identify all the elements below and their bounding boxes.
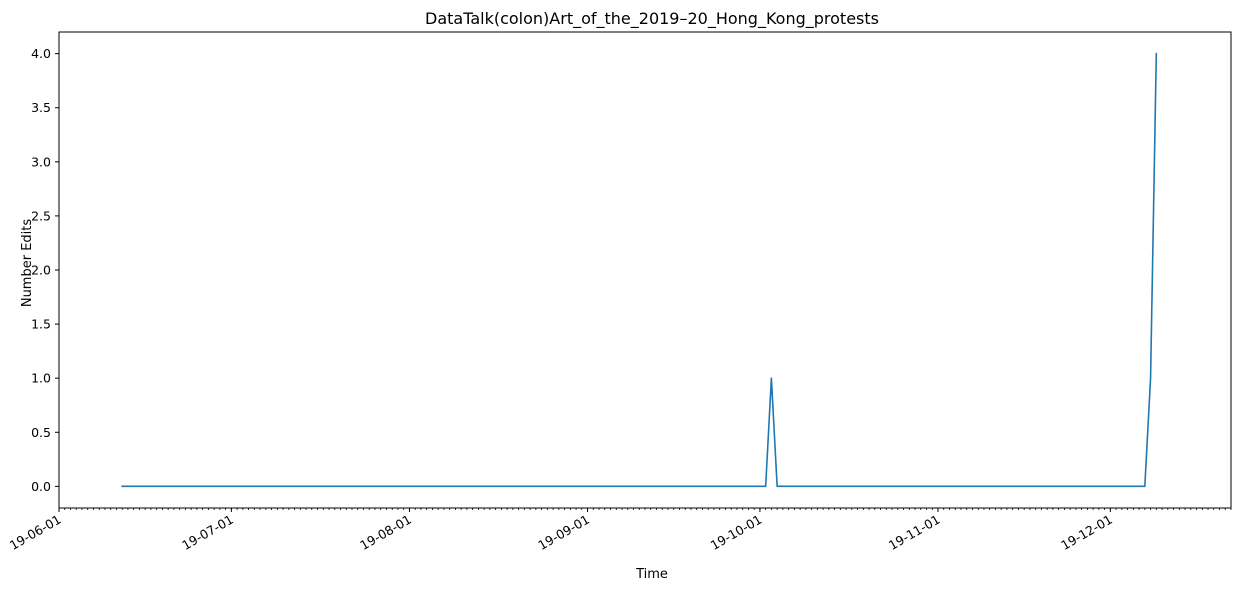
plot-area-frame xyxy=(58,31,1232,509)
y-tick-label: 2.0 xyxy=(31,263,51,278)
y-tick-label: 0.0 xyxy=(31,479,51,494)
series-line-0 xyxy=(121,52,1158,488)
x-axis-ticks: 19-06-01 19-07-01 19-08-01 19-09-01 19-10-01… xyxy=(7,508,1115,553)
y-axis-label: Number Edits xyxy=(20,219,35,308)
x-tick-label: 19-11-01 xyxy=(886,512,943,553)
y-axis-ticks: 0.0 0.5 1.0 1.5 2.0 2.5 3.0 3.5 4.0 xyxy=(31,46,59,494)
y-tick-label: 2.5 xyxy=(31,208,51,223)
x-tick-label: 19-09-01 xyxy=(535,512,592,553)
chart-title: DataTalk(colon)Art_of_the_2019–20_Hong_K… xyxy=(425,9,879,29)
y-tick-label: 3.5 xyxy=(31,100,51,115)
y-tick-label: 4.0 xyxy=(31,46,51,61)
x-tick-label: 19-06-01 xyxy=(7,512,64,553)
y-tick-label: 3.0 xyxy=(31,154,51,169)
x-tick-label: 19-12-01 xyxy=(1058,512,1115,553)
y-tick-label: 1.5 xyxy=(31,317,51,332)
x-tick-label: 19-10-01 xyxy=(708,512,765,553)
x-axis-label: Time xyxy=(635,567,668,582)
y-tick-label: 0.5 xyxy=(31,425,51,440)
x-tick-label: 19-07-01 xyxy=(179,512,236,553)
x-tick-label: 19-08-01 xyxy=(357,512,414,553)
y-tick-label: 1.0 xyxy=(31,371,51,386)
series-layer xyxy=(121,52,1158,488)
